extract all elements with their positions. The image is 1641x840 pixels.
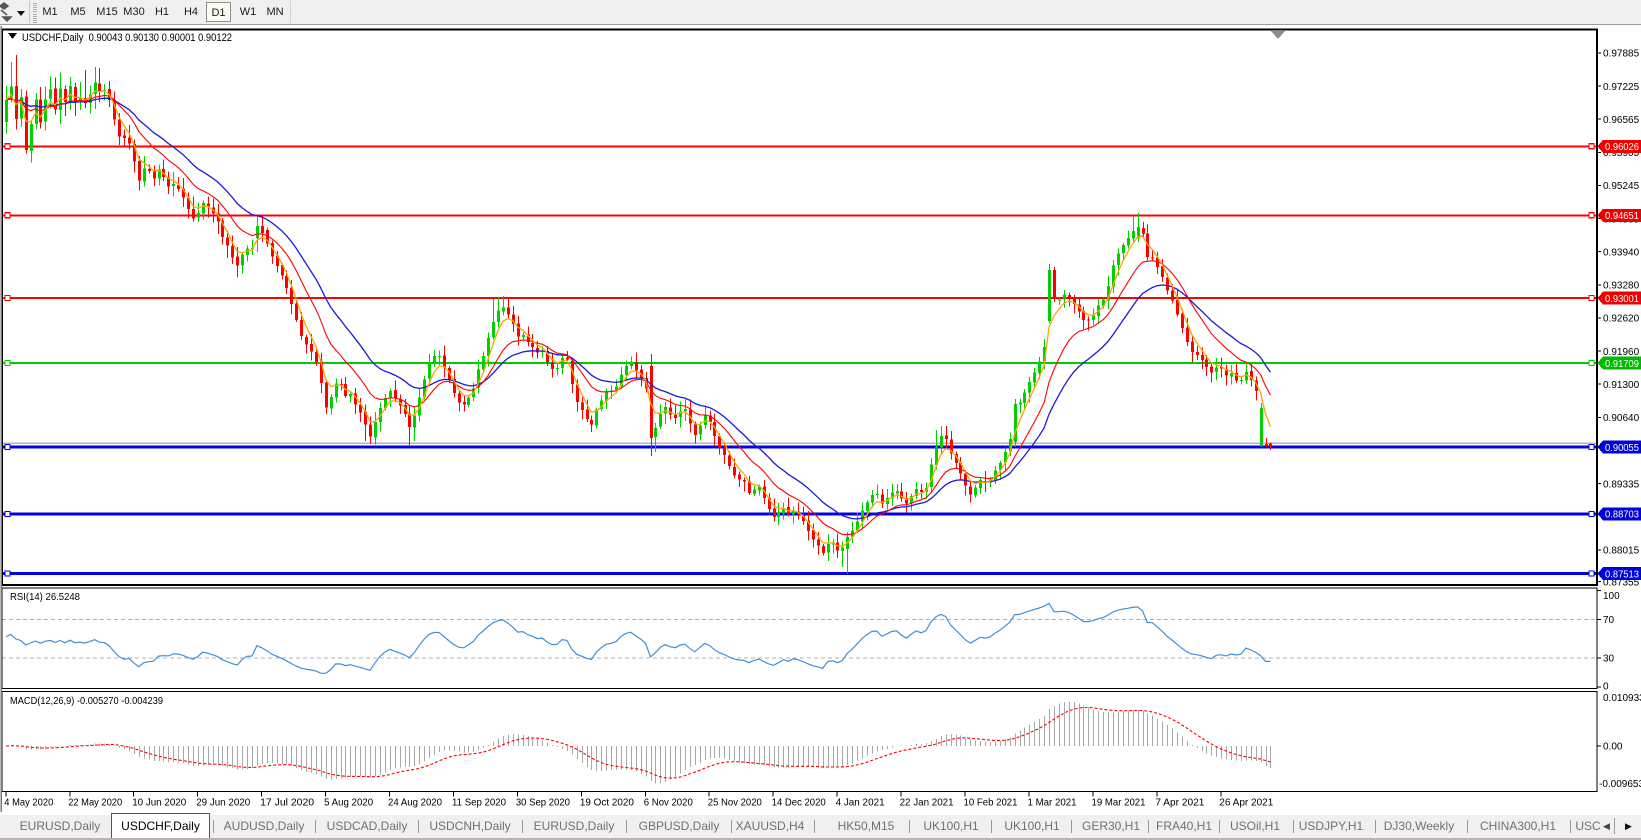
svg-text:0.91300: 0.91300 xyxy=(1603,380,1640,391)
svg-text:0.94651: 0.94651 xyxy=(1605,211,1639,222)
svg-text:MACD(12,26,9) -0.005270 -0.004: MACD(12,26,9) -0.005270 -0.004239 xyxy=(10,695,163,707)
svg-text:19 Mar 2021: 19 Mar 2021 xyxy=(1092,798,1146,809)
svg-text:1 Mar 2021: 1 Mar 2021 xyxy=(1028,798,1077,809)
svg-text:0.90640: 0.90640 xyxy=(1603,413,1640,424)
svg-text:0.95245: 0.95245 xyxy=(1603,181,1640,192)
svg-text:19 Oct 2020: 19 Oct 2020 xyxy=(580,798,634,809)
svg-text:24 Aug 2020: 24 Aug 2020 xyxy=(388,798,442,809)
svg-text:0.88015: 0.88015 xyxy=(1603,546,1640,557)
svg-text:30 Sep 2020: 30 Sep 2020 xyxy=(516,798,570,809)
svg-text:0.87355: 0.87355 xyxy=(1603,577,1640,588)
svg-text:22 May 2020: 22 May 2020 xyxy=(68,798,122,809)
svg-text:0.88703: 0.88703 xyxy=(1605,510,1639,521)
svg-text:0.97225: 0.97225 xyxy=(1603,82,1640,93)
svg-text:10 Feb 2021: 10 Feb 2021 xyxy=(964,798,1018,809)
svg-text:6 Nov 2020: 6 Nov 2020 xyxy=(644,798,693,809)
svg-text:0.97885: 0.97885 xyxy=(1603,49,1640,60)
svg-text:RSI(14) 26.5248: RSI(14) 26.5248 xyxy=(10,591,80,603)
svg-text:0.95905: 0.95905 xyxy=(1603,148,1640,159)
svg-text:-0.009653: -0.009653 xyxy=(1599,779,1641,790)
svg-text:0.89335: 0.89335 xyxy=(1603,479,1640,490)
svg-text:10 Jun 2020: 10 Jun 2020 xyxy=(132,798,186,809)
svg-text:0.96565: 0.96565 xyxy=(1603,115,1640,126)
svg-text:0.00: 0.00 xyxy=(1603,742,1623,753)
svg-text:70: 70 xyxy=(1603,615,1615,626)
svg-text:17 Jul 2020: 17 Jul 2020 xyxy=(260,798,314,809)
svg-text:0.93001: 0.93001 xyxy=(1605,294,1639,305)
svg-text:0.91960: 0.91960 xyxy=(1603,347,1640,358)
svg-text:11 Sep 2020: 11 Sep 2020 xyxy=(452,798,506,809)
svg-text:29 Jun 2020: 29 Jun 2020 xyxy=(196,798,250,809)
svg-text:100: 100 xyxy=(1603,591,1620,602)
svg-text:0.93940: 0.93940 xyxy=(1603,248,1640,259)
svg-text:7 Apr 2021: 7 Apr 2021 xyxy=(1155,798,1204,809)
svg-text:0.010933: 0.010933 xyxy=(1603,693,1641,704)
svg-text:0.92620: 0.92620 xyxy=(1603,314,1640,325)
svg-text:0.90055: 0.90055 xyxy=(1605,443,1639,454)
svg-text:USDCHF,Daily 0.90043 0.90130: USDCHF,Daily 0.90043 0.90130 0.90001 0.9… xyxy=(22,32,232,44)
svg-text:30: 30 xyxy=(1603,654,1615,665)
svg-text:0.93280: 0.93280 xyxy=(1603,281,1640,292)
svg-text:22 Jan 2021: 22 Jan 2021 xyxy=(900,798,954,809)
svg-text:5 Aug 2020: 5 Aug 2020 xyxy=(324,798,373,809)
svg-text:26 Apr 2021: 26 Apr 2021 xyxy=(1219,798,1273,809)
svg-text:0.87513: 0.87513 xyxy=(1605,569,1639,580)
svg-text:0: 0 xyxy=(1603,681,1609,692)
svg-text:25 Nov 2020: 25 Nov 2020 xyxy=(708,798,762,809)
svg-text:14 Dec 2020: 14 Dec 2020 xyxy=(772,798,826,809)
svg-text:4 Jan 2021: 4 Jan 2021 xyxy=(836,798,885,809)
svg-text:0.91709: 0.91709 xyxy=(1605,359,1639,370)
svg-text:0.96026: 0.96026 xyxy=(1605,142,1639,153)
svg-text:4 May 2020: 4 May 2020 xyxy=(4,798,53,809)
